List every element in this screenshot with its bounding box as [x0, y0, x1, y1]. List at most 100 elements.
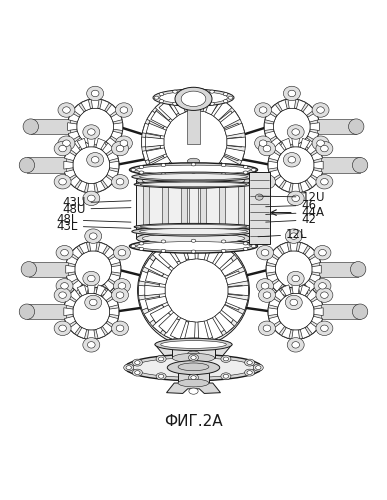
- Polygon shape: [321, 158, 360, 173]
- Ellipse shape: [287, 125, 304, 139]
- Polygon shape: [87, 284, 95, 294]
- Ellipse shape: [111, 142, 128, 156]
- Ellipse shape: [63, 140, 70, 146]
- Polygon shape: [145, 286, 165, 296]
- Polygon shape: [69, 290, 80, 300]
- Ellipse shape: [255, 194, 263, 200]
- Ellipse shape: [243, 171, 248, 174]
- Polygon shape: [146, 296, 167, 310]
- Ellipse shape: [111, 174, 128, 189]
- Polygon shape: [107, 316, 118, 326]
- Ellipse shape: [87, 152, 104, 167]
- Ellipse shape: [188, 354, 199, 361]
- Ellipse shape: [245, 369, 255, 376]
- Ellipse shape: [73, 146, 110, 184]
- Polygon shape: [164, 318, 180, 340]
- Polygon shape: [77, 181, 87, 192]
- Polygon shape: [146, 137, 164, 147]
- Ellipse shape: [54, 142, 71, 156]
- Polygon shape: [180, 172, 190, 192]
- Polygon shape: [221, 148, 241, 161]
- Ellipse shape: [21, 262, 36, 277]
- Ellipse shape: [255, 366, 261, 370]
- Ellipse shape: [223, 100, 228, 102]
- Text: 48U: 48U: [62, 202, 131, 215]
- Polygon shape: [147, 156, 167, 173]
- Polygon shape: [146, 271, 167, 284]
- Polygon shape: [150, 305, 172, 323]
- Polygon shape: [221, 123, 241, 136]
- Bar: [162, 182, 168, 236]
- Polygon shape: [312, 266, 321, 273]
- Polygon shape: [91, 99, 99, 108]
- Polygon shape: [170, 94, 185, 114]
- Ellipse shape: [178, 363, 209, 370]
- Ellipse shape: [320, 292, 328, 298]
- Polygon shape: [215, 312, 235, 333]
- Polygon shape: [221, 258, 243, 276]
- Polygon shape: [91, 145, 99, 154]
- Ellipse shape: [164, 110, 227, 174]
- Polygon shape: [290, 242, 298, 251]
- Ellipse shape: [113, 278, 130, 293]
- Polygon shape: [222, 286, 242, 296]
- Ellipse shape: [261, 250, 269, 256]
- Polygon shape: [296, 142, 306, 154]
- Ellipse shape: [292, 195, 300, 202]
- Polygon shape: [290, 288, 298, 297]
- Polygon shape: [144, 258, 166, 276]
- Polygon shape: [280, 285, 289, 296]
- Ellipse shape: [134, 224, 253, 230]
- Polygon shape: [81, 142, 91, 154]
- Bar: [178, 367, 209, 383]
- Ellipse shape: [167, 360, 220, 374]
- Ellipse shape: [61, 250, 68, 256]
- Polygon shape: [64, 308, 73, 316]
- Ellipse shape: [139, 248, 144, 250]
- Polygon shape: [227, 137, 245, 147]
- Ellipse shape: [87, 129, 95, 135]
- Polygon shape: [159, 164, 177, 183]
- Polygon shape: [197, 172, 207, 192]
- Polygon shape: [264, 122, 274, 130]
- Polygon shape: [66, 274, 77, 283]
- Polygon shape: [147, 111, 167, 128]
- Polygon shape: [282, 181, 291, 192]
- Polygon shape: [225, 123, 245, 136]
- Ellipse shape: [160, 110, 223, 174]
- Polygon shape: [159, 312, 178, 333]
- Text: 43L: 43L: [57, 220, 131, 232]
- Ellipse shape: [247, 370, 252, 374]
- Ellipse shape: [353, 158, 368, 173]
- Ellipse shape: [243, 242, 248, 245]
- Ellipse shape: [120, 107, 128, 113]
- Polygon shape: [292, 184, 300, 192]
- Polygon shape: [292, 138, 300, 147]
- Polygon shape: [77, 138, 87, 149]
- Polygon shape: [71, 247, 82, 258]
- Bar: [248, 172, 270, 244]
- Text: 43U: 43U: [62, 196, 131, 209]
- Ellipse shape: [317, 140, 324, 146]
- Polygon shape: [66, 266, 75, 273]
- Ellipse shape: [87, 195, 95, 202]
- Polygon shape: [103, 176, 113, 188]
- Ellipse shape: [139, 166, 144, 168]
- Ellipse shape: [257, 246, 274, 260]
- Ellipse shape: [191, 103, 196, 106]
- Polygon shape: [226, 296, 248, 310]
- Ellipse shape: [161, 164, 166, 166]
- Ellipse shape: [287, 338, 304, 352]
- Text: 46: 46: [266, 199, 317, 212]
- Ellipse shape: [115, 136, 132, 150]
- Ellipse shape: [268, 284, 324, 340]
- Polygon shape: [197, 92, 207, 112]
- Ellipse shape: [83, 338, 100, 352]
- Ellipse shape: [138, 234, 249, 346]
- Ellipse shape: [153, 89, 234, 106]
- Polygon shape: [300, 328, 310, 338]
- Ellipse shape: [133, 358, 254, 378]
- Ellipse shape: [156, 356, 166, 362]
- Ellipse shape: [290, 233, 298, 239]
- Polygon shape: [159, 248, 178, 269]
